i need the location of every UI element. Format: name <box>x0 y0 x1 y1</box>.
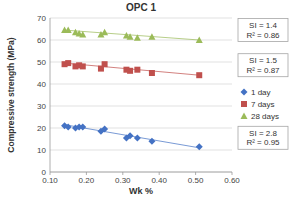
point <box>79 31 86 38</box>
annotation: R² = 0.87 <box>246 66 280 75</box>
grid-line <box>50 106 232 107</box>
point <box>102 61 108 67</box>
y-axis <box>50 18 51 172</box>
x-tick <box>50 172 51 175</box>
point <box>80 63 86 69</box>
y-axis-title: Compressive strength (MPa) <box>6 37 16 152</box>
point <box>79 123 86 130</box>
annotation: R² = 0.86 <box>246 31 280 40</box>
plot-area <box>61 27 203 151</box>
grid-line <box>50 84 232 85</box>
x-tick <box>159 172 160 175</box>
annotation-box <box>238 19 288 42</box>
point <box>196 37 203 44</box>
point <box>149 70 155 76</box>
point <box>196 72 202 78</box>
y-tick-label: 10 <box>37 146 46 155</box>
point <box>127 132 134 139</box>
point <box>65 60 71 66</box>
annotation: SI = 2.8 <box>249 129 277 138</box>
grid-line <box>50 172 232 173</box>
annotation: R² = 0.95 <box>246 138 280 147</box>
trend-line <box>65 63 200 75</box>
legend-marker <box>241 101 247 107</box>
x-tick-label: 0.20 <box>79 176 95 185</box>
x-tick-label: 0.60 <box>224 176 240 185</box>
x-tick-label: 0.50 <box>188 176 204 185</box>
title: OPC 1 <box>126 2 156 13</box>
chart: OPC 10102030405060700.100.200.300.400.50… <box>0 0 300 200</box>
point <box>134 67 140 73</box>
x-tick-label: 0.30 <box>115 176 131 185</box>
legend-marker <box>241 113 248 120</box>
x-tick <box>122 172 123 175</box>
annotation-box <box>238 54 288 77</box>
trend-line <box>65 30 200 40</box>
y-tick-label: 70 <box>37 14 46 23</box>
point <box>148 138 155 145</box>
point <box>101 29 108 36</box>
x-tick <box>232 172 233 175</box>
legend-marker <box>241 89 248 96</box>
annotation: SI = 1.5 <box>249 56 277 65</box>
point <box>101 126 108 133</box>
grid-line <box>50 18 232 19</box>
y-tick-label: 40 <box>37 80 46 89</box>
grid-line <box>50 150 232 151</box>
x-tick-label: 0.10 <box>42 176 58 185</box>
point <box>65 123 72 130</box>
point <box>134 34 141 41</box>
x-tick <box>86 172 87 175</box>
x-axis <box>50 172 232 173</box>
point <box>127 68 133 74</box>
x-axis-title: Wk % <box>129 186 153 196</box>
x-tick <box>195 172 196 175</box>
legend-label: 1 day <box>251 88 271 97</box>
point <box>196 143 203 150</box>
annotation: SI = 1.4 <box>249 21 277 30</box>
annotation-box <box>238 126 288 149</box>
legend-label: 28 days <box>251 112 279 121</box>
y-tick-label: 60 <box>37 36 46 45</box>
y-tick-label: 20 <box>37 124 46 133</box>
grid-line <box>50 40 232 41</box>
x-tick-label: 0.40 <box>151 176 167 185</box>
point <box>65 27 72 33</box>
point <box>127 33 134 40</box>
point <box>134 134 141 141</box>
point <box>148 33 155 40</box>
y-tick-label: 50 <box>37 58 46 67</box>
legend-label: 7 days <box>251 100 275 109</box>
y-tick-label: 30 <box>37 102 46 111</box>
